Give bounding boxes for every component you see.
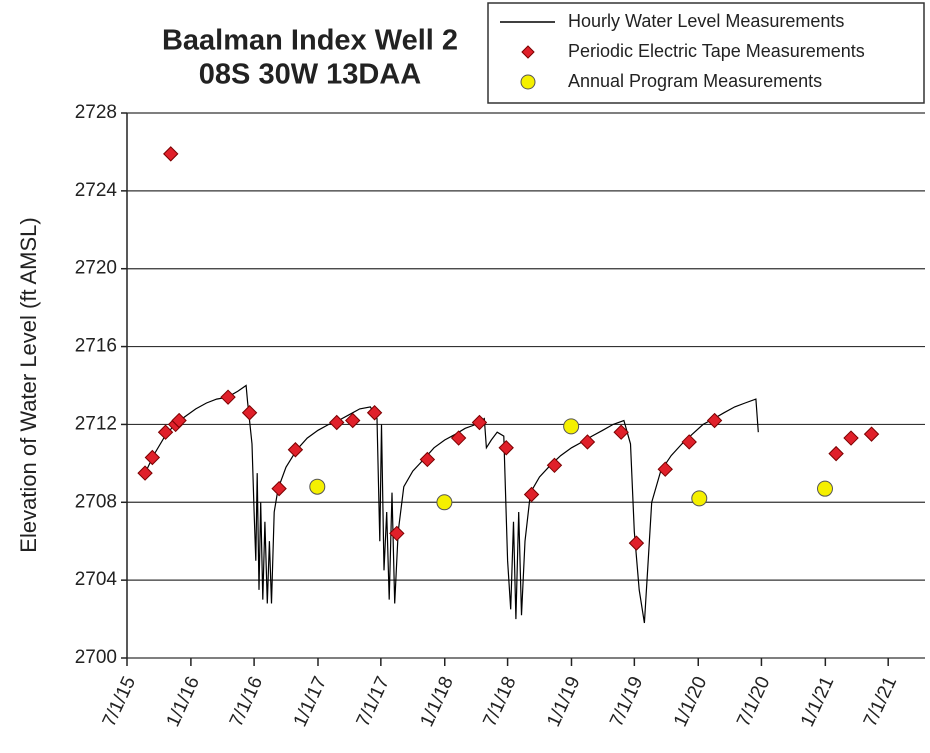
annual-point [816,480,833,497]
x-tick-label: 1/1/16 [163,673,204,730]
annual-point [691,490,708,507]
legend-box [487,2,925,104]
y-tick-label: 2700 [75,647,117,668]
x-tick-label: 7/1/20 [733,673,774,730]
legend-label: Hourly Water Level Measurements [568,11,844,31]
tape-point [628,535,645,551]
legend-label: Periodic Electric Tape Measurements [568,41,865,61]
tape-point [241,405,258,421]
annual-point [436,494,453,511]
tape-point [471,414,488,431]
annual-point [309,478,326,495]
x-tick-label: 7/1/17 [353,673,394,730]
tape-point [657,461,673,477]
tape-point [523,486,540,503]
x-tick-label: 7/1/16 [226,673,267,730]
x-tick-label: 1/1/20 [670,673,711,730]
legend-swatch [520,74,536,90]
tape-point [419,451,436,468]
x-tick-label: 1/1/19 [543,673,584,730]
y-tick-label: 2712 [75,413,117,434]
annual-point [563,418,580,435]
y-tick-label: 2720 [75,258,117,279]
tape-point [329,414,345,431]
tape-point [613,424,629,440]
tape-point [137,465,153,481]
x-tick-label: 1/1/21 [797,673,838,730]
tape-point [843,430,859,446]
tape-point [271,480,287,497]
tape-point [389,525,405,542]
tape-point [171,412,187,429]
tape-point [450,430,467,446]
tape-point [546,457,563,474]
tape-point [163,146,179,162]
chart-title: Baalman Index Well 2 [162,25,458,57]
x-tick-label: 1/1/17 [290,673,331,730]
x-tick-label: 7/1/19 [606,673,647,730]
legend-swatch [521,45,535,59]
x-tick-label: 7/1/21 [860,673,901,730]
tape-point [157,424,174,440]
y-tick-label: 2716 [75,336,117,357]
x-tick-label: 7/1/15 [99,673,140,730]
tape-point [828,445,844,462]
legend-label: Annual Program Measurements [568,71,822,91]
y-tick-label: 2724 [75,180,118,201]
tape-point [863,426,880,442]
tape-point [498,440,514,456]
tape-point [366,405,383,421]
y-tick-label: 2728 [75,102,117,123]
chart-subtitle: 08S 30W 13DAA [199,59,421,91]
tape-point [681,434,697,450]
tape-point [706,412,723,429]
tape-point [220,389,236,405]
tape-point [579,434,596,450]
y-axis-label: Elevation of Water Level (ft AMSL) [16,217,41,552]
tape-point [287,442,304,458]
y-tick-label: 2704 [75,569,118,590]
x-tick-label: 7/1/18 [479,673,520,730]
tape-point [144,449,161,466]
tape-point [345,412,361,429]
y-tick-label: 2708 [75,491,117,512]
x-tick-label: 1/1/18 [416,673,457,730]
